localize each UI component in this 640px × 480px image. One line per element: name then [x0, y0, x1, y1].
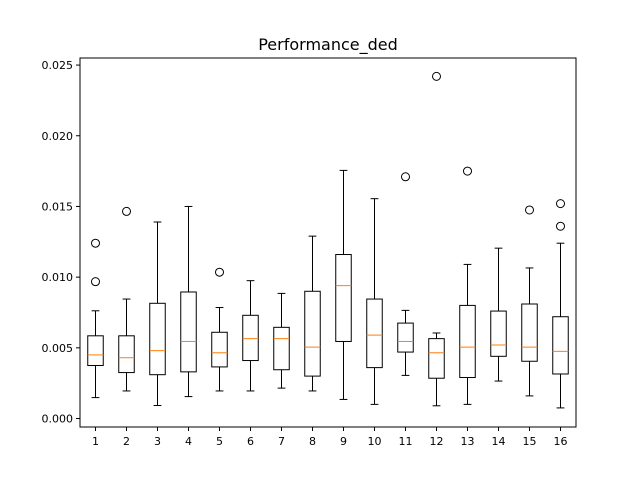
x-tick-label: 3 [154, 435, 161, 448]
x-tick-label: 10 [368, 435, 382, 448]
box-group-7 [273, 292, 290, 389]
plot-frame [79, 57, 577, 428]
box-group-10 [366, 198, 383, 405]
x-tick-label: 13 [461, 435, 475, 448]
x-tick-label: 5 [216, 435, 223, 448]
box-iqr [273, 326, 290, 371]
outlier-point [401, 172, 410, 182]
x-tick-label: 15 [523, 435, 537, 448]
outlier-point [432, 71, 441, 81]
outlier-point [122, 206, 131, 216]
y-axis: 0.000 0.005 0.010 0.015 0.020 0.025 [42, 59, 80, 426]
box-iqr [211, 331, 228, 368]
x-tick-label: 14 [492, 435, 506, 448]
y-tick-label: 0.005 [42, 342, 74, 355]
box-iqr [459, 304, 476, 379]
y-tick-label: 0.000 [42, 413, 74, 426]
box-iqr [552, 316, 569, 375]
x-tick-label: 9 [340, 435, 347, 448]
box-iqr [521, 303, 538, 362]
box-group-15 [521, 205, 538, 397]
box-iqr [304, 290, 321, 377]
x-tick-label: 6 [247, 435, 254, 448]
box-iqr [335, 254, 352, 342]
chart-title: Performance_ded [258, 35, 398, 55]
box-group-8 [304, 235, 321, 392]
x-tick-label: 1 [92, 435, 99, 448]
outlier-point [91, 277, 100, 287]
box-group-4 [180, 205, 197, 398]
box-iqr [428, 338, 445, 379]
box-group-14 [490, 247, 507, 382]
box-iqr [149, 302, 166, 376]
box-iqr [397, 322, 414, 353]
box-group-2 [118, 206, 135, 392]
box-group-6 [242, 280, 259, 392]
outlier-point [463, 166, 472, 176]
box-iqr [87, 335, 104, 366]
x-tick-label: 16 [554, 435, 568, 448]
box-group-1 [87, 238, 104, 399]
x-tick-label: 12 [430, 435, 444, 448]
box-iqr [118, 335, 135, 374]
x-axis: 1 2 3 4 5 6 7 8 9 10 11 12 13 14 15 16 [92, 427, 568, 448]
box-group-5 [211, 267, 228, 392]
outlier-point [525, 205, 534, 215]
box-iqr [242, 314, 259, 362]
y-tick-label: 0.015 [42, 200, 74, 213]
outlier-point [215, 267, 224, 277]
y-tick-label: 0.020 [42, 130, 74, 143]
outlier-point [91, 238, 100, 248]
box-group-9 [335, 169, 352, 400]
box-iqr [180, 291, 197, 373]
box-iqr [366, 298, 383, 369]
box-group-11 [397, 172, 414, 376]
box-group-12 [428, 71, 445, 407]
x-tick-label: 11 [399, 435, 413, 448]
y-tick-label: 0.025 [42, 59, 74, 72]
y-tick-label: 0.010 [42, 271, 74, 284]
box-group-3 [149, 221, 166, 407]
x-tick-label: 8 [309, 435, 316, 448]
x-tick-label: 2 [123, 435, 130, 448]
box-group-16 [552, 199, 569, 409]
outlier-point [556, 221, 565, 231]
box-iqr [490, 310, 507, 357]
outlier-point [556, 199, 565, 209]
x-tick-label: 4 [185, 435, 192, 448]
boxes-layer [87, 71, 569, 409]
x-tick-label: 7 [278, 435, 285, 448]
box-group-13 [459, 166, 476, 405]
